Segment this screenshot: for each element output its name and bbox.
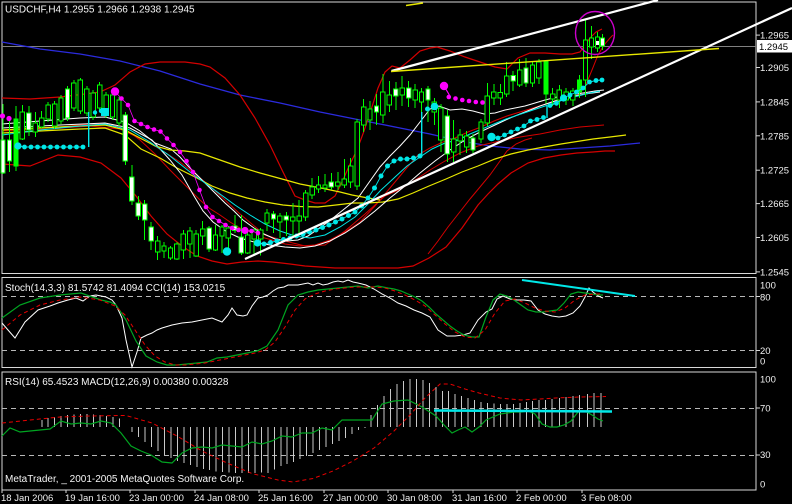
svg-text:27 Jan 00:00: 27 Jan 00:00 <box>323 493 378 504</box>
svg-text:20: 20 <box>760 346 771 357</box>
svg-text:Stoch(14,3,3) 81.5742 81.4094: Stoch(14,3,3) 81.5742 81.4094 CCI(14) 15… <box>5 283 226 294</box>
svg-text:100: 100 <box>760 375 776 386</box>
svg-text:0: 0 <box>760 480 765 491</box>
svg-text:1.2785: 1.2785 <box>760 131 789 142</box>
svg-text:1.2905: 1.2905 <box>760 63 789 74</box>
svg-text:24 Jan 08:00: 24 Jan 08:00 <box>194 493 249 504</box>
svg-text:3 Feb 08:00: 3 Feb 08:00 <box>581 493 632 504</box>
svg-text:0: 0 <box>760 357 765 368</box>
svg-text:1.2725: 1.2725 <box>760 166 789 177</box>
svg-text:70: 70 <box>760 404 771 415</box>
svg-text:23 Jan 00:00: 23 Jan 00:00 <box>129 493 184 504</box>
svg-text:1.2545: 1.2545 <box>760 267 789 278</box>
svg-text:19 Jan 16:00: 19 Jan 16:00 <box>65 493 120 504</box>
svg-text:25 Jan 16:00: 25 Jan 16:00 <box>258 493 313 504</box>
svg-text:1.2845: 1.2845 <box>760 97 789 108</box>
svg-text:2 Feb 00:00: 2 Feb 00:00 <box>516 493 567 504</box>
svg-text:1.2665: 1.2665 <box>760 199 789 210</box>
svg-text:30: 30 <box>760 450 771 461</box>
svg-text:1.2605: 1.2605 <box>760 233 789 244</box>
svg-text:100: 100 <box>760 281 776 292</box>
svg-text:30 Jan 08:00: 30 Jan 08:00 <box>387 493 442 504</box>
svg-text:31 Jan 16:00: 31 Jan 16:00 <box>452 493 507 504</box>
svg-text:80: 80 <box>760 293 771 304</box>
svg-text:1.2965: 1.2965 <box>760 31 789 42</box>
svg-text:USDCHF,H4 1.2955 1.2966 1.293: USDCHF,H4 1.2955 1.2966 1.2938 1.2945 <box>5 5 195 16</box>
svg-text:RSI(14) 65.4523 MACD(12,26,9): RSI(14) 65.4523 MACD(12,26,9) 0.00380 0.… <box>5 377 229 388</box>
svg-text:1.2945: 1.2945 <box>759 42 788 53</box>
svg-text:18 Jan 2006: 18 Jan 2006 <box>1 493 53 504</box>
svg-text:MetaTrader, _ 2001-2005 MetaQu: MetaTrader, _ 2001-2005 MetaQuotes Softw… <box>5 474 244 485</box>
